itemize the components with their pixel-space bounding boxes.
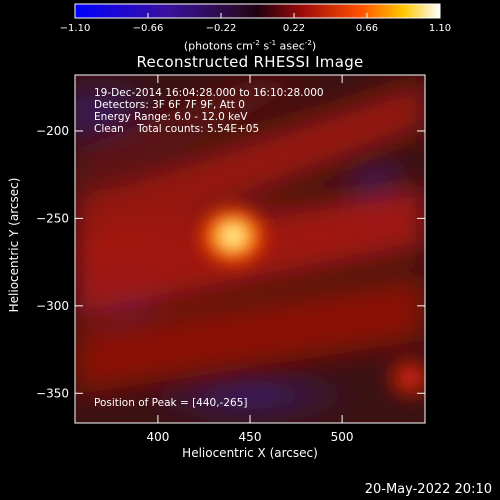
x-axis-label: Heliocentric X (arcsec) xyxy=(182,446,318,460)
y-axis-ticks xyxy=(75,130,425,394)
peak-position-text: Position of Peak = [440,-265] xyxy=(94,397,248,409)
y-tick-label: −200 xyxy=(36,124,69,138)
y-tick-label: −350 xyxy=(36,386,69,400)
y-tick-label: −300 xyxy=(36,299,69,313)
timestamp-footer: 20-May-2022 20:10 xyxy=(364,482,492,497)
x-tick-label: 400 xyxy=(146,430,169,444)
colorbar-gradient xyxy=(74,3,441,19)
y-axis-tick-labels: −200 −250 −300 −350 xyxy=(36,124,69,400)
x-tick-label: 450 xyxy=(239,430,262,444)
colorbar-tick-label: −1.10 xyxy=(59,23,91,34)
y-axis-label: Heliocentric Y (arcsec) xyxy=(7,177,21,313)
info-time-range: 19-Dec-2014 16:04:28.000 to 16:10:28.000 xyxy=(94,87,324,99)
x-tick-label: 500 xyxy=(331,430,354,444)
colorbar xyxy=(74,3,441,19)
y-tick-label: −250 xyxy=(36,211,69,225)
colorbar-tick-label: 0.22 xyxy=(282,23,306,34)
chart-title: Reconstructed RHESSI Image xyxy=(136,53,364,71)
x-axis-ticks xyxy=(157,75,343,423)
info-clean-counts: Clean Total counts: 5.54E+05 xyxy=(94,123,260,135)
colorbar-units: (photons cm-2 s-1 asec-2) xyxy=(183,39,317,53)
info-energy-range: Energy Range: 6.0 - 12.0 keV xyxy=(94,111,248,123)
colorbar-tick-label: 1.10 xyxy=(428,23,452,34)
heatmap-image xyxy=(75,75,425,423)
colorbar-tick-label: 0.66 xyxy=(355,23,379,34)
x-axis-tick-labels: 400 450 500 xyxy=(146,430,353,444)
colorbar-ticks xyxy=(74,13,441,18)
colorbar-tick-label: −0.22 xyxy=(205,23,237,34)
observation-info: 19-Dec-2014 16:04:28.000 to 16:10:28.000… xyxy=(94,87,324,135)
colorbar-tick-label: −0.66 xyxy=(132,23,164,34)
info-detectors: Detectors: 3F 6F 7F 9F, Att 0 xyxy=(94,99,245,111)
